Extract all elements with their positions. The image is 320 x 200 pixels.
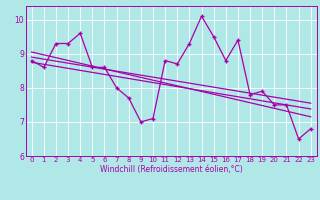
X-axis label: Windchill (Refroidissement éolien,°C): Windchill (Refroidissement éolien,°C) (100, 165, 243, 174)
